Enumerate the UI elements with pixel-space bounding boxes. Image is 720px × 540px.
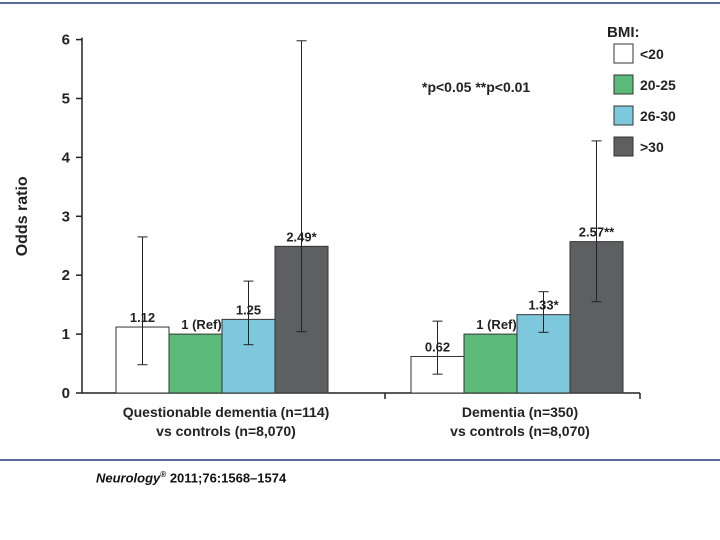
data-label: 1.12	[130, 310, 155, 325]
data-label: 1.33*	[528, 298, 559, 313]
data-label: 1 (Ref)	[181, 317, 221, 332]
legend-label: >30	[640, 139, 664, 155]
data-label: 1.25	[236, 302, 261, 317]
y-tick-label: 2	[62, 267, 70, 284]
legend-label: 26-30	[640, 108, 676, 124]
bar	[463, 333, 518, 394]
y-tick-label: 4	[62, 149, 71, 166]
y-tick-label: 6	[62, 32, 70, 49]
y-tick-label: 3	[62, 208, 70, 225]
data-label: 1 (Ref)	[476, 317, 516, 332]
top-border	[0, 2, 720, 4]
data-label: 0.62	[425, 339, 450, 354]
legend-swatch	[613, 43, 634, 64]
odds-ratio-chart: 0 1 2 3 4 5 6 Odds ratio 1.12 0.62 1 (Ref) 1 (Ref) 1…	[14, 24, 676, 439]
legend-label: <20	[640, 46, 664, 62]
citation-registered: ®	[160, 470, 167, 479]
legend-swatch	[613, 74, 634, 95]
bar	[168, 333, 223, 394]
y-tick-label: 1	[62, 326, 70, 343]
data-label: 2.57**	[579, 225, 615, 240]
category-label: vs controls (n=8,070)	[450, 423, 590, 439]
citation: Neurology® 2011;76:1568–1574	[96, 470, 286, 485]
y-axis-title: Odds ratio	[14, 176, 31, 256]
citation-journal: Neurology	[96, 470, 161, 486]
category-label: vs controls (n=8,070)	[156, 423, 296, 439]
category-label: Dementia (n=350)	[462, 404, 578, 420]
significance-note: *p<0.05 **p<0.01	[422, 79, 530, 95]
category-label: Questionable dementia (n=114)	[123, 404, 330, 420]
legend-label: 20-25	[640, 77, 676, 93]
data-label: 2.49*	[286, 229, 317, 244]
legend-swatch	[613, 136, 634, 157]
citation-rest: 2011;76:1568–1574	[166, 470, 287, 486]
y-tick-label: 0	[62, 385, 70, 402]
y-tick-label: 5	[62, 91, 70, 108]
bottom-border	[0, 459, 720, 461]
legend-title: BMI:	[607, 24, 640, 41]
legend-swatch	[613, 105, 634, 126]
